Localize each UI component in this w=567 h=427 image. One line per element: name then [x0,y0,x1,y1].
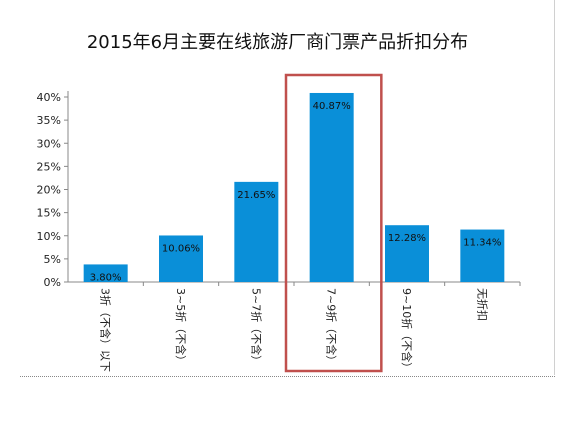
y-tick-label: 5% [44,253,61,266]
y-tick-label: 10% [37,230,61,243]
y-tick-label: 35% [37,114,61,127]
x-category-label: 7~9折（不含） [325,288,339,366]
x-category-label: 5~7折（不含） [249,288,263,366]
y-tick-label: 25% [37,160,61,173]
bar [159,235,203,282]
bar-value-label: 11.34% [463,238,501,249]
y-tick-label: 30% [37,137,61,150]
x-category-label: 9~10折（不含） [400,288,414,373]
bar [460,229,505,282]
bottom-divider [20,376,555,377]
bar-value-label: 40.87% [313,101,351,112]
y-tick-label: 20% [37,184,61,197]
bar [309,92,354,282]
y-tick-label: 15% [37,207,61,220]
bar [385,225,429,282]
y-tick-label: 0% [44,276,61,289]
bar-value-label: 3.80% [90,272,122,283]
x-category-label: 无折扣 [475,288,489,321]
bar-value-label: 21.65% [237,190,275,201]
chart-title: 2015年6月主要在线旅游厂商门票产品折扣分布 [86,32,469,53]
bar-value-label: 12.28% [388,233,426,244]
highlight-box [284,73,383,373]
x-category-label: 3~5折（不含） [174,288,188,366]
bar [234,181,279,282]
bar-value-label: 10.06% [162,243,200,254]
y-tick-label: 40% [37,91,61,104]
chart-area [554,0,555,375]
x-category-label: 3折（不含）以下 [99,288,113,372]
bar [83,264,128,282]
